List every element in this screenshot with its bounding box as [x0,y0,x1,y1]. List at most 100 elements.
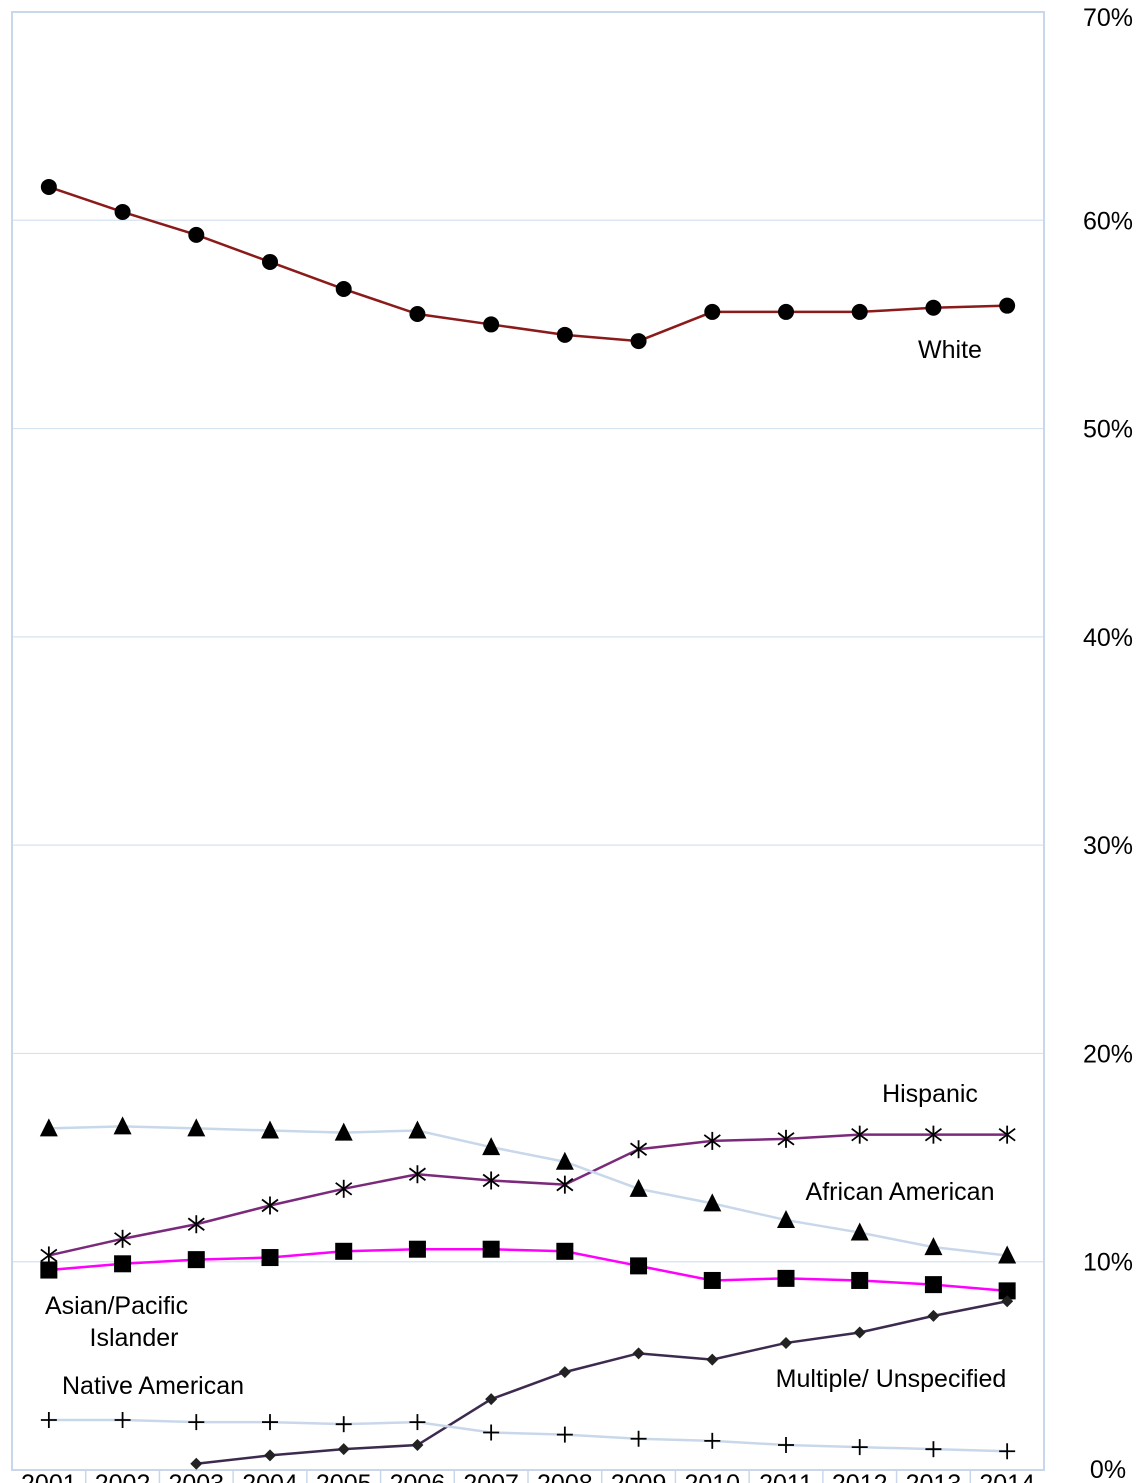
data-point [482,1240,500,1258]
series-asian-pacific-islander [40,1240,1016,1300]
x-tick-label: 2013 [906,1470,962,1483]
y-tick-label: 60% [1083,207,1133,235]
data-point [190,1457,203,1470]
data-point [851,1125,869,1144]
data-point [188,226,205,243]
data-point [777,1210,795,1229]
x-tick-label: 2009 [611,1470,667,1483]
data-point [335,281,352,298]
y-tick-label: 20% [1083,1040,1133,1068]
data-point [335,1179,353,1198]
series-line [48,1125,1008,1257]
y-tick-label: 50% [1083,416,1133,444]
data-point [851,1439,868,1456]
data-point [999,297,1016,314]
series-label-asian-pacific-islander: Asian/Pacific Islander [45,1292,195,1352]
y-tick-label: 10% [1083,1249,1133,1277]
data-point [408,1165,426,1184]
data-point [261,1120,279,1139]
data-point [556,1426,573,1443]
series-line [48,185,1008,343]
data-point [114,1412,131,1429]
data-point [703,1131,721,1150]
data-point [1001,1295,1014,1308]
data-point [334,1122,353,1141]
y-axis: 0% 10% 20% 30% 40% 50% 60% 70% [1083,4,1133,1483]
series-lines [39,178,1017,1470]
data-point [630,1140,648,1159]
x-tick-label: 2002 [95,1470,151,1483]
data-point [556,1242,574,1260]
data-point [409,1414,426,1431]
x-tick-label: 2012 [832,1470,888,1483]
data-point [411,1439,424,1452]
data-point [335,1416,352,1433]
series-line [48,1133,1008,1257]
data-point [555,1151,574,1170]
y-tick-label: 70% [1083,4,1133,32]
data-point [558,1366,571,1379]
data-point [777,1129,795,1148]
data-point [630,1257,648,1275]
y-tick-label: 40% [1083,624,1133,652]
x-tick-label: 2011 [759,1470,813,1483]
data-point [187,1215,205,1234]
data-point [113,1116,132,1135]
data-point [924,1276,942,1294]
x-tick-label: 2005 [316,1470,372,1483]
series-line [48,1247,1008,1293]
series-label-multiple-unspecified: Multiple/ Unspecified [776,1365,1007,1393]
data-point [264,1449,276,1462]
data-point [850,1222,869,1241]
data-point [114,1255,132,1273]
data-point [780,1336,792,1349]
data-point [851,303,868,320]
data-point [408,1240,426,1258]
data-point [483,316,500,333]
x-tick-label: 2010 [684,1470,740,1483]
data-point [40,1261,58,1279]
data-point [187,1118,206,1137]
data-point [927,1309,940,1322]
data-point [704,1432,721,1449]
data-point [630,333,647,350]
x-tick-label: 2014 [979,1470,1035,1483]
series-white [40,178,1016,350]
data-point [114,203,131,220]
data-point [408,1120,427,1139]
data-point [630,1430,647,1447]
data-point [556,326,573,343]
data-point [261,1249,279,1267]
data-point [556,1175,574,1194]
series-label-native-american: Native American [62,1372,244,1400]
series-line [196,1300,1008,1465]
data-point [483,1424,500,1441]
data-point [853,1326,866,1339]
data-point [40,178,57,195]
data-point [998,1282,1016,1300]
data-point [925,1441,942,1458]
series-label-hispanic: Hispanic [882,1080,978,1108]
data-point [629,1178,648,1197]
data-point [262,1414,278,1431]
x-tick-label: 2007 [463,1470,519,1483]
data-point [777,1269,795,1287]
data-point [40,1412,57,1429]
x-tick-label: 2004 [242,1470,298,1483]
x-axis: 2001 2002 2003 2004 2005 2006 2007 2008 2009 2010… [21,1470,1035,1483]
data-point [924,1125,942,1144]
data-point [114,1229,132,1248]
series-native-american [40,1412,1016,1460]
data-point [188,1414,205,1431]
y-tick-label: 0% [1090,1456,1126,1483]
data-point [998,1125,1016,1144]
series-hispanic [40,1125,1016,1265]
data-point [778,303,794,320]
x-tick-label: 2008 [537,1470,593,1483]
data-point [261,1196,279,1215]
gridlines [12,219,1044,1263]
data-point [851,1271,869,1289]
data-point [924,1237,943,1256]
data-point [335,1242,353,1260]
